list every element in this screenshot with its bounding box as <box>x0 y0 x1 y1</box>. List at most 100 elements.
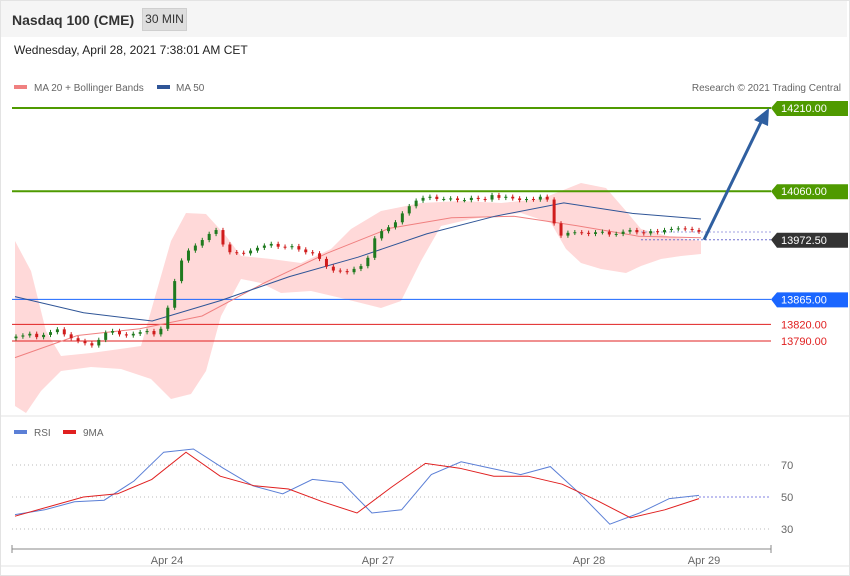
candle-body <box>152 331 156 335</box>
candle-body <box>462 200 466 202</box>
candle-body <box>228 244 232 253</box>
rsi-level-label: 50 <box>781 492 793 504</box>
target-arrow <box>702 108 769 241</box>
instrument-title: Nasdaq 100 (CME) <box>12 12 135 28</box>
level-tag-14060.00 <box>771 184 848 200</box>
level-label: 13790.00 <box>781 336 827 348</box>
candle-body <box>214 230 218 234</box>
candle-body <box>290 246 294 248</box>
candle-body <box>690 228 694 231</box>
level-tag-label: 13865.00 <box>781 294 827 306</box>
rsi-9ma-line <box>14 451 700 519</box>
level-tag-label: 13972.50 <box>781 235 827 247</box>
moving-averages <box>14 202 702 359</box>
candle-body <box>573 232 577 234</box>
candle-body <box>166 307 170 329</box>
candle-body <box>525 198 529 201</box>
x-tick-label: Apr 28 <box>573 555 605 567</box>
candle-body <box>318 253 322 259</box>
legend-swatch-ma50 <box>157 85 170 89</box>
candle-body <box>407 206 411 214</box>
chart-datetime: Wednesday, April 28, 2021 7:38:01 AM CET <box>14 43 248 57</box>
title-bar: Nasdaq 100 (CME) 30 MIN <box>1 1 847 37</box>
candle-body <box>221 230 225 245</box>
candle-body <box>614 233 618 235</box>
candle-body <box>600 231 604 233</box>
candle-body <box>90 343 94 346</box>
candle-body <box>697 230 701 232</box>
candle-body <box>649 231 653 234</box>
candle-body <box>469 197 473 201</box>
candle-body <box>373 238 377 258</box>
candle-body <box>635 230 639 233</box>
candle-body <box>669 228 673 231</box>
candle-body <box>380 231 384 239</box>
candle-body <box>48 332 52 335</box>
candle-body <box>531 198 535 200</box>
candle-body <box>324 258 328 267</box>
candle-body <box>497 195 501 198</box>
candle-body <box>490 195 494 200</box>
bollinger-band-area <box>15 183 701 413</box>
candle-body <box>359 266 363 269</box>
candle-body <box>663 230 667 233</box>
level-tags: 14210.00 14060.00 13972.50 13865.00 13820.00… <box>771 101 848 348</box>
legend-swatch-9ma <box>63 430 76 434</box>
candle-body <box>428 196 432 198</box>
level-label: 13820.00 <box>781 319 827 331</box>
legend-label-rsi: RSI <box>34 428 51 439</box>
candle-body <box>449 198 453 200</box>
rsi-level-label: 70 <box>781 460 793 472</box>
candle-body <box>331 266 335 271</box>
ma50-line <box>14 202 702 322</box>
rsi-panel: 70 50 30 <box>12 448 793 536</box>
legend-label-9ma: 9MA <box>83 428 104 439</box>
candle-body <box>283 246 287 248</box>
price-levels <box>12 107 771 342</box>
candle-body <box>55 329 59 333</box>
arrow-shaft <box>702 117 765 241</box>
candle-body <box>173 281 177 308</box>
candle-body <box>518 198 522 201</box>
candle-body <box>538 196 542 200</box>
x-tick-label: Apr 29 <box>688 555 720 567</box>
candle-body <box>145 331 149 333</box>
candle-body <box>76 338 80 341</box>
candle-body <box>683 228 687 230</box>
candle-body <box>421 197 425 201</box>
arrow-head <box>754 108 769 126</box>
candle-body <box>111 331 115 333</box>
candle-body <box>297 246 301 250</box>
candle-body <box>193 245 197 251</box>
candle-body <box>338 270 342 272</box>
candle-body <box>400 213 404 223</box>
candle-body <box>580 232 584 234</box>
candle-body <box>676 228 680 230</box>
candle-body <box>483 198 487 200</box>
candle-body <box>262 245 266 248</box>
candle-body <box>21 335 25 337</box>
candle-body <box>69 334 73 339</box>
x-tick-label: Apr 24 <box>151 555 183 567</box>
level-tag-13865.00 <box>771 292 848 308</box>
candle-body <box>269 243 273 246</box>
timeframe-button[interactable]: 30 MIN <box>142 8 187 31</box>
candle-body <box>14 336 18 339</box>
candle-body <box>607 231 611 235</box>
candle-body <box>104 332 108 340</box>
candle-body <box>42 334 46 338</box>
candlesticks <box>14 192 701 348</box>
candle-body <box>35 333 39 338</box>
candle-body <box>435 196 439 199</box>
level-tag-14210.00 <box>771 101 848 116</box>
legend-swatch-rsi <box>14 430 27 434</box>
candle-body <box>235 252 239 254</box>
candle-body <box>180 260 184 282</box>
legend-label-ma50: MA 50 <box>176 83 205 94</box>
x-tick-label: Apr 27 <box>362 555 394 567</box>
candle-body <box>124 334 128 336</box>
candle-body <box>594 232 598 234</box>
candle-body <box>249 250 253 254</box>
candle-body <box>83 341 87 344</box>
candle-body <box>511 196 515 199</box>
